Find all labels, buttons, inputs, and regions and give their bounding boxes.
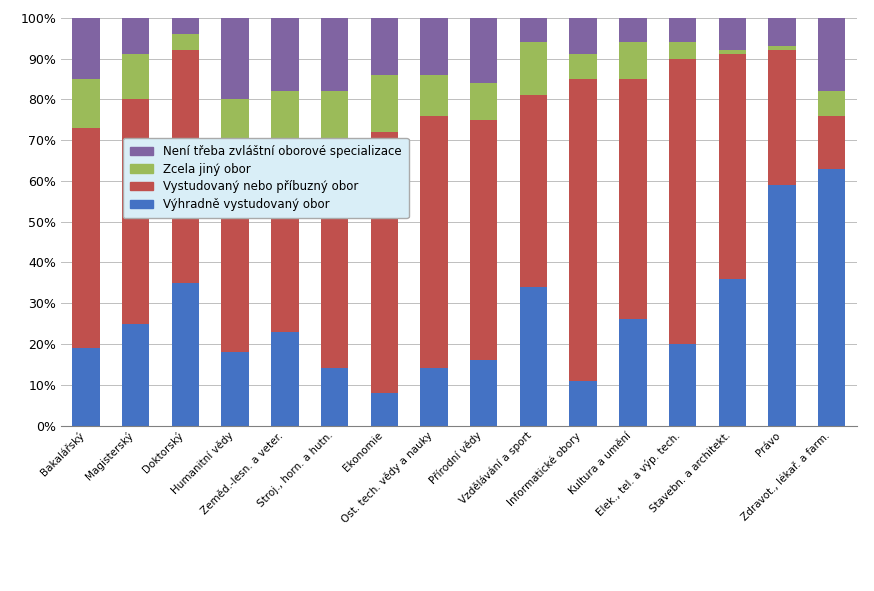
- Bar: [768, 185, 795, 426]
- Bar: [122, 324, 149, 426]
- Bar: [271, 91, 299, 144]
- Bar: [718, 18, 746, 50]
- Bar: [271, 332, 299, 426]
- Bar: [520, 42, 547, 95]
- Bar: [371, 75, 398, 132]
- Bar: [420, 75, 447, 116]
- Bar: [570, 18, 597, 54]
- Bar: [321, 368, 348, 426]
- Bar: [619, 79, 647, 320]
- Bar: [818, 168, 845, 426]
- Bar: [520, 287, 547, 426]
- Bar: [221, 157, 249, 352]
- Bar: [172, 34, 199, 50]
- Bar: [172, 18, 199, 34]
- Bar: [718, 279, 746, 426]
- Bar: [122, 99, 149, 324]
- Bar: [520, 95, 547, 287]
- Bar: [321, 91, 348, 144]
- Legend: Není třeba zvláštní oborové specializace, Zcela jiný obor, Vystudovaný nebo příb: Není třeba zvláštní oborové specializace…: [122, 138, 409, 218]
- Bar: [470, 119, 497, 361]
- Bar: [818, 18, 845, 91]
- Bar: [669, 344, 697, 426]
- Bar: [768, 50, 795, 185]
- Bar: [619, 42, 647, 79]
- Bar: [73, 18, 100, 79]
- Bar: [221, 99, 249, 157]
- Bar: [520, 18, 547, 42]
- Bar: [619, 320, 647, 426]
- Bar: [768, 18, 795, 46]
- Bar: [718, 54, 746, 279]
- Bar: [570, 54, 597, 79]
- Bar: [718, 50, 746, 54]
- Bar: [221, 352, 249, 426]
- Bar: [420, 18, 447, 75]
- Bar: [619, 18, 647, 42]
- Bar: [271, 18, 299, 91]
- Bar: [371, 393, 398, 426]
- Bar: [321, 144, 348, 368]
- Bar: [818, 116, 845, 168]
- Bar: [122, 18, 149, 54]
- Bar: [122, 54, 149, 99]
- Bar: [420, 116, 447, 368]
- Bar: [172, 50, 199, 283]
- Bar: [470, 18, 497, 83]
- Bar: [570, 79, 597, 381]
- Bar: [321, 18, 348, 91]
- Bar: [470, 83, 497, 119]
- Bar: [669, 18, 697, 42]
- Bar: [371, 132, 398, 393]
- Bar: [570, 381, 597, 426]
- Bar: [73, 79, 100, 128]
- Bar: [371, 18, 398, 75]
- Bar: [172, 283, 199, 426]
- Bar: [73, 128, 100, 348]
- Bar: [221, 18, 249, 99]
- Bar: [669, 59, 697, 344]
- Bar: [73, 348, 100, 426]
- Bar: [669, 42, 697, 59]
- Bar: [818, 91, 845, 116]
- Bar: [768, 46, 795, 50]
- Bar: [271, 144, 299, 332]
- Bar: [420, 368, 447, 426]
- Bar: [470, 361, 497, 426]
